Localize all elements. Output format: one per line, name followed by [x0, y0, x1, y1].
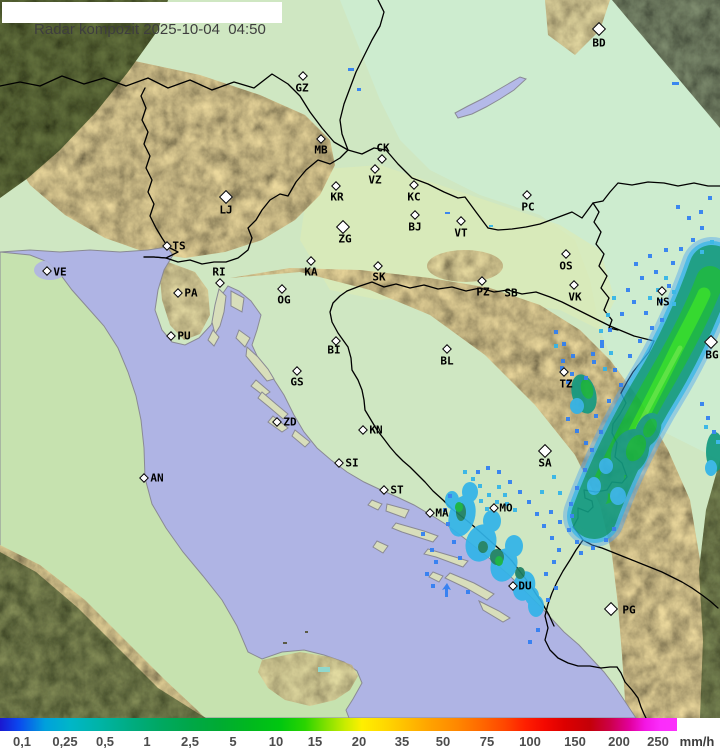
- radar-dalmatia-cluster: [442, 482, 544, 617]
- tremiti-islet: [283, 642, 287, 644]
- legend-tick-15: 15: [307, 734, 323, 749]
- legend-tick-0_1: 0,1: [12, 734, 32, 749]
- legend-tick-1: 1: [143, 734, 151, 749]
- legend-tick-200: 200: [608, 734, 630, 749]
- gargano-lake: [318, 667, 330, 672]
- radar-map-image: GZ BD MB CK VZ KR KC PC LJ BJ ZG VT TS OS KA SK VE RI PZ SB…: [0, 0, 720, 718]
- venice-lagoon: [34, 260, 66, 280]
- italy-land: [0, 251, 363, 718]
- legend-tick-75: 75: [479, 734, 495, 749]
- legend-tick-100: 100: [519, 734, 541, 749]
- legend-tick-2_5: 2,5: [180, 734, 200, 749]
- map-title: Radar kompozit 2025-10-04 04:50: [34, 21, 266, 38]
- legend-tick-0_25: 0,25: [52, 734, 78, 749]
- out-of-range-shading: [0, 0, 720, 718]
- legend-tick-20: 20: [351, 734, 367, 749]
- tremiti-islet: [305, 631, 308, 633]
- legend-unit: mm/h: [679, 734, 715, 749]
- legend-ticks: mm/h 0,1 0,25 0,5 1 2,5 5 10 15 20 35 50 75 100 150 20…: [0, 718, 720, 751]
- basemap-svg: [0, 0, 720, 718]
- legend-tick-0_5: 0,5: [95, 734, 115, 749]
- croatian-islands: [207, 288, 511, 623]
- radar-specks: [348, 68, 720, 644]
- legend-tick-35: 35: [394, 734, 410, 749]
- lake-balaton: [454, 76, 527, 119]
- legend-tick-5: 5: [229, 734, 237, 749]
- legend-tick-50: 50: [435, 734, 451, 749]
- intensity-colorbar: [0, 718, 677, 731]
- radar-echo-layer: [348, 68, 720, 644]
- legend-tick-150: 150: [564, 734, 586, 749]
- legend-tick-10: 10: [268, 734, 284, 749]
- radar-arrow-echo: [442, 583, 451, 597]
- map-title-bar: Radar kompozit 2025-10-04 04:50: [2, 2, 282, 38]
- legend-tick-250: 250: [647, 734, 669, 749]
- pannonian-plain: [340, 0, 720, 460]
- intensity-legend: mm/h 0,1 0,25 0,5 1 2,5 5 10 15 20 35 50 75 100 150 20…: [0, 718, 720, 751]
